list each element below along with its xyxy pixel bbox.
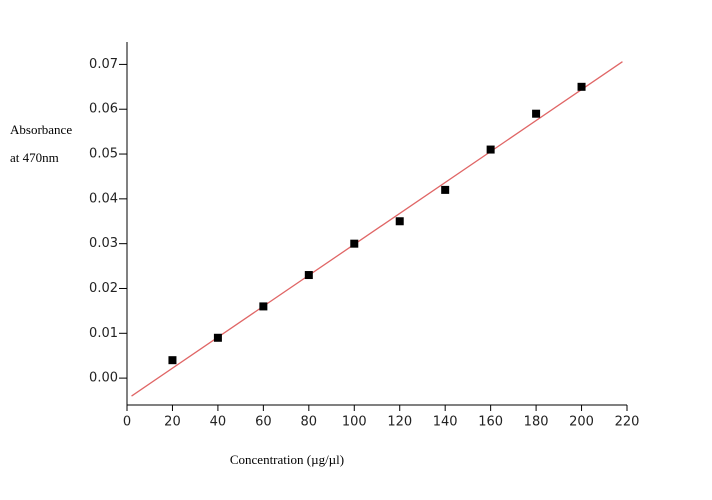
x-tick-label: 180 — [524, 415, 549, 430]
y-tick-label: 0.02 — [89, 281, 118, 296]
x-tick-label: 200 — [569, 415, 594, 430]
y-tick-label: 0.06 — [89, 102, 118, 117]
x-tick-label: 220 — [615, 415, 640, 430]
x-tick-label: 40 — [210, 415, 227, 430]
fit-line — [131, 61, 623, 397]
data-point — [395, 217, 404, 226]
data-point — [577, 82, 586, 91]
y-tick-label: 0.03 — [89, 236, 118, 251]
x-tick-label: 140 — [433, 415, 458, 430]
data-point — [441, 185, 450, 194]
x-tick-label: 100 — [342, 415, 367, 430]
data-point — [486, 145, 495, 154]
y-axis-label: Absorbance — [10, 122, 72, 137]
data-point — [213, 333, 222, 342]
data-point — [168, 356, 177, 365]
y-axis-label: at 470nm — [10, 150, 59, 165]
x-tick-label: 0 — [123, 415, 131, 430]
x-tick-label: 80 — [301, 415, 318, 430]
y-tick-label: 0.01 — [89, 326, 118, 341]
x-tick-label: 120 — [387, 415, 412, 430]
x-tick-label: 20 — [164, 415, 181, 430]
x-tick-label: 160 — [478, 415, 503, 430]
y-tick-label: 0.04 — [89, 191, 118, 206]
y-tick-label: 0.05 — [89, 147, 118, 162]
y-tick-label: 0.00 — [89, 371, 118, 386]
y-tick-label: 0.07 — [89, 57, 118, 72]
x-tick-label: 60 — [255, 415, 272, 430]
data-point — [350, 239, 359, 248]
data-point — [532, 109, 541, 118]
x-axis-label: Concentration (µg/µl) — [230, 452, 344, 467]
data-point — [304, 271, 313, 280]
data-point — [259, 302, 268, 311]
